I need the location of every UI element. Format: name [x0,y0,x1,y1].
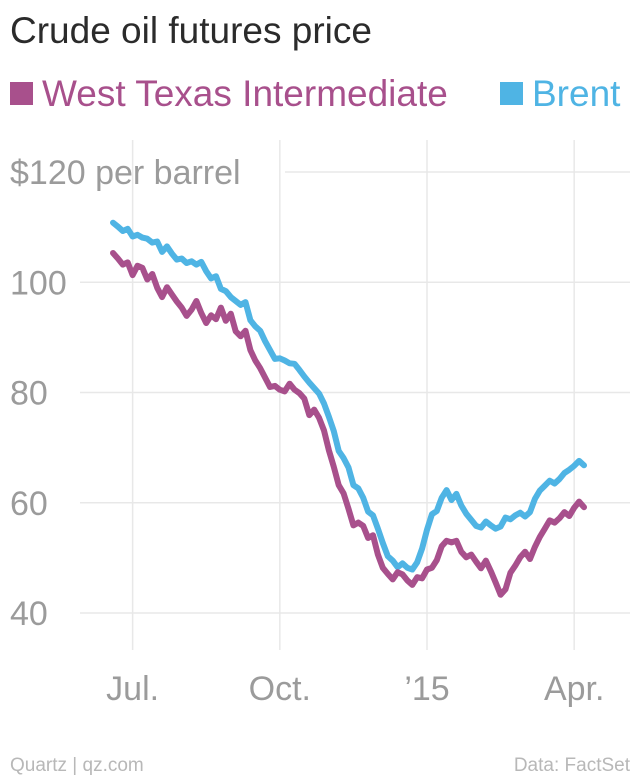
series-line-brent [110,219,587,573]
y-gridlines [80,171,630,614]
y-tick-label-80: 80 [10,375,48,413]
legend-swatch-brent [500,82,523,105]
chart-title: Crude oil futures price [10,10,372,51]
x-gridlines [131,140,575,650]
x-tick-label-0: Jul. [106,670,159,708]
x-tick-label-2: ’15 [404,670,449,708]
y-tick-label-120: $120 per barrel [10,154,241,192]
x-tick-label-1: Oct. [249,670,311,708]
y-tick-label-100: 100 [10,264,67,302]
legend-label-brent: Brent [532,73,621,114]
footer-source-left: Quartz | qz.com [10,755,144,776]
y-tick-label-40: 40 [10,595,48,633]
y-tick-labels: 40 60 80 100 $120 per barrel [10,154,241,633]
footer-source-right: Data: FactSet [514,755,631,776]
series-line-wti [110,250,587,598]
legend: West Texas Intermediate Brent [10,73,621,114]
series-lines [110,219,587,598]
x-tick-label-3: Apr. [544,670,604,708]
legend-label-wti: West Texas Intermediate [42,73,448,114]
legend-swatch-wti [10,82,33,105]
x-tick-labels: Jul. Oct. ’15 Apr. [106,670,604,708]
y-tick-label-60: 60 [10,485,48,523]
